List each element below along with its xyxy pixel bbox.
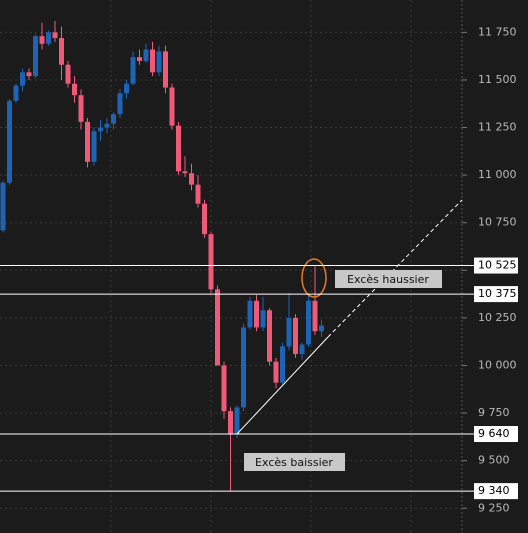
candle-body xyxy=(306,300,311,345)
candle-body xyxy=(234,407,240,435)
candle-body xyxy=(267,310,272,362)
highlight-ellipse xyxy=(301,258,327,298)
annotation: Excès baissier xyxy=(255,456,333,469)
level-label: 9 640 xyxy=(478,427,510,440)
level-label: 10 525 xyxy=(478,259,517,272)
candle-body xyxy=(91,131,97,162)
candle-body xyxy=(208,234,214,290)
candle-body xyxy=(7,100,12,183)
candle-body xyxy=(260,310,266,328)
y-tick-label: 10 250 xyxy=(478,311,517,324)
candle-body xyxy=(182,171,188,174)
candle-body xyxy=(46,32,51,44)
y-tick-label: 11 500 xyxy=(478,73,517,86)
candle-body xyxy=(273,361,279,383)
candle-body xyxy=(52,32,58,39)
trend-line-extension xyxy=(327,199,463,338)
annotation-box xyxy=(244,453,345,471)
y-tick-label: 11 750 xyxy=(478,25,517,38)
y-tick-label: 11 000 xyxy=(478,168,517,181)
candle-body xyxy=(124,83,129,94)
candle-body xyxy=(280,346,285,383)
candle-body xyxy=(26,72,32,77)
annotation: Excès haussier xyxy=(347,273,429,286)
y-tick-label: 11 250 xyxy=(478,121,517,134)
candle-body xyxy=(72,83,77,96)
candle-body xyxy=(137,57,142,61)
candle-body xyxy=(299,344,305,355)
candle-body xyxy=(312,300,318,332)
trend-line xyxy=(236,336,329,435)
level-label-box xyxy=(474,286,518,303)
y-tick-label: 9 750 xyxy=(478,406,510,419)
annotation-box xyxy=(335,270,442,288)
candle-body xyxy=(169,87,175,126)
candle-body xyxy=(59,38,64,65)
candle-body xyxy=(13,85,19,101)
candle-body xyxy=(111,114,116,124)
level-label: 9 340 xyxy=(478,484,510,497)
candle-body xyxy=(319,325,324,332)
plot xyxy=(0,20,462,509)
candle-body xyxy=(228,411,233,435)
candle-body xyxy=(286,317,292,347)
candle-body xyxy=(0,182,6,231)
candle-body xyxy=(293,317,298,355)
candle-body xyxy=(20,72,25,86)
candle-body xyxy=(117,93,123,115)
candle-body xyxy=(163,51,168,88)
candle-body xyxy=(176,125,181,172)
candle-body xyxy=(78,95,84,122)
candle-body xyxy=(150,49,155,73)
level-label: 10 375 xyxy=(478,287,517,300)
candle-body xyxy=(215,289,220,366)
candle-body xyxy=(195,184,201,204)
candle-body xyxy=(130,57,136,84)
level-label-box xyxy=(474,257,518,274)
candle-body xyxy=(247,300,253,328)
y-tick-label: 10 000 xyxy=(478,358,517,371)
candle-body xyxy=(33,36,38,77)
candle-body xyxy=(241,327,246,408)
candle-body xyxy=(189,173,194,185)
candle-body xyxy=(98,127,103,132)
level-label-box xyxy=(474,426,518,443)
candle-body xyxy=(143,49,149,61)
candle-body xyxy=(104,123,110,128)
candle-body xyxy=(221,365,227,412)
candle-body xyxy=(202,203,207,235)
level-label-box xyxy=(474,483,518,500)
y-tick-label: 9 250 xyxy=(478,501,510,514)
candle-body xyxy=(39,36,45,44)
candle-body xyxy=(156,51,162,73)
candle-body xyxy=(254,300,259,328)
candle-body xyxy=(85,121,90,162)
candle-body xyxy=(65,64,71,84)
y-tick-label: 9 500 xyxy=(478,454,510,467)
y-tick-label: 10 750 xyxy=(478,216,517,229)
